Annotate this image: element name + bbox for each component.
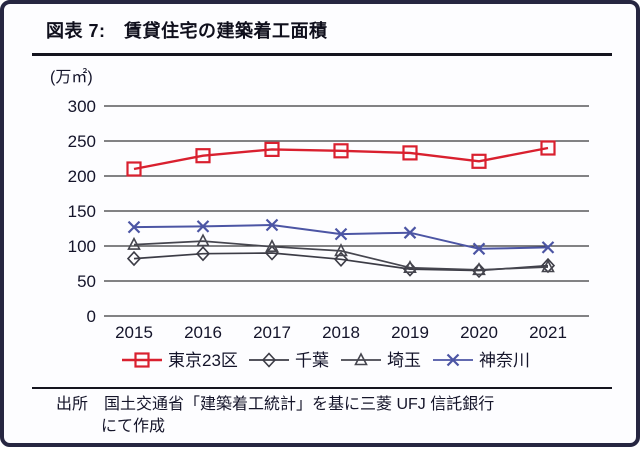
series-line-square <box>133 146 549 171</box>
legend-label: 神奈川 <box>479 351 530 370</box>
x-tick-label: 2020 <box>460 323 498 342</box>
source-note: 出所 国土交通省「建築着工統計」を基に三菱 UFJ 信託銀行 にて作成 <box>56 394 494 438</box>
square-marker <box>333 143 349 159</box>
diamond-marker <box>126 250 142 267</box>
x-marker <box>265 218 279 232</box>
y-tick-label: 250 <box>68 132 96 151</box>
square-marker <box>471 153 487 169</box>
x-tick-label: 2021 <box>529 323 567 342</box>
diamond-marker <box>261 352 277 368</box>
source-line-1: 出所 国土交通省「建築着工統計」を基に三菱 UFJ 信託銀行 <box>56 396 495 413</box>
triangle-marker <box>403 259 417 274</box>
y-tick-label: 50 <box>77 272 96 291</box>
triangle-marker <box>472 262 486 276</box>
square-marker <box>264 141 280 157</box>
square-marker <box>126 161 142 177</box>
x-marker <box>472 242 486 256</box>
legend-label: 埼玉 <box>387 351 421 370</box>
square-marker <box>195 148 211 164</box>
triangle-marker <box>265 238 279 252</box>
title-underline <box>32 53 612 56</box>
legend-label: 東京23区 <box>168 351 238 370</box>
x-tick-label: 2016 <box>184 323 222 342</box>
diamond-marker <box>195 246 211 262</box>
triangle-marker <box>196 233 210 247</box>
triangle-marker <box>541 259 555 273</box>
y-tick-label: 100 <box>68 237 96 256</box>
square-marker <box>540 140 556 156</box>
y-tick-label: 150 <box>68 202 96 221</box>
legend-label: 千葉 <box>295 351 329 370</box>
x-marker <box>541 241 555 254</box>
triangle-marker <box>127 236 141 250</box>
y-tick-label: 300 <box>68 97 96 116</box>
triangle-marker <box>334 243 348 257</box>
source-line-2: にて作成 <box>101 418 166 435</box>
footer-divider <box>32 387 612 389</box>
diamond-marker <box>471 262 487 279</box>
x-marker <box>403 226 417 239</box>
y-tick-label: 200 <box>68 167 96 186</box>
x-marker <box>334 227 348 241</box>
triangle-marker <box>354 352 368 366</box>
y-axis-unit-label: (万㎡) <box>50 68 93 86</box>
x-marker <box>127 220 141 234</box>
y-tick-label: 0 <box>87 307 96 326</box>
square-marker <box>134 352 150 368</box>
diamond-marker <box>333 251 349 267</box>
series-line-triangle <box>133 240 549 271</box>
square-marker <box>402 145 418 161</box>
x-marker <box>196 220 210 233</box>
x-tick-label: 2017 <box>253 323 291 342</box>
x-tick-label: 2015 <box>115 323 153 342</box>
x-tick-label: 2018 <box>322 323 360 342</box>
line-chart: (万㎡) 0 50 100 150 200 250 300 2015 2016 2017 2018 20… <box>4 4 640 451</box>
x-tick-label: 2019 <box>391 323 429 342</box>
x-marker <box>446 353 460 367</box>
chart-title: 図表 7: 賃貸住宅の建築着工面積 <box>46 21 328 41</box>
